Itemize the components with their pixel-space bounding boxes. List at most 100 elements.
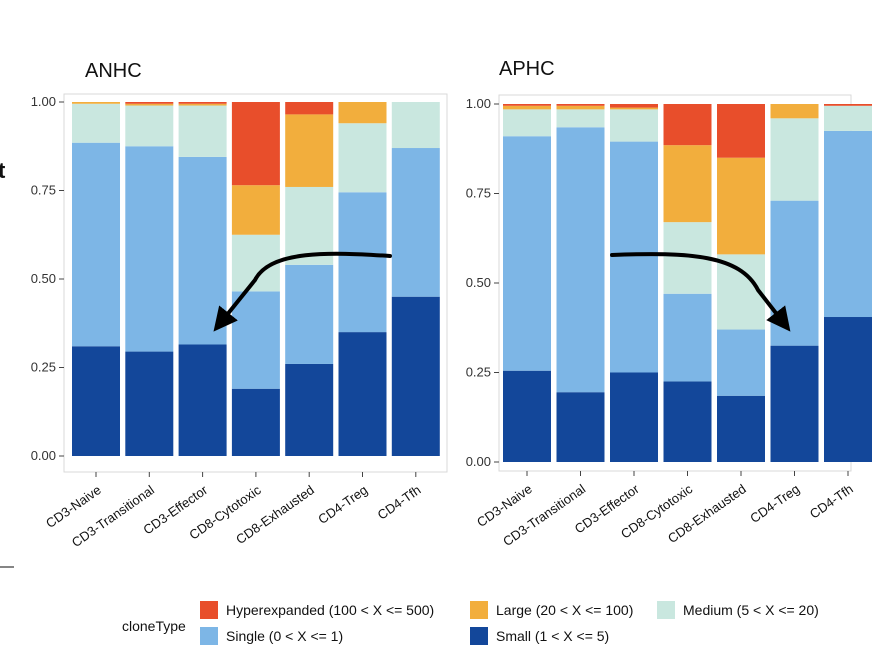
legend-item-hyperexpanded: Hyperexpanded (100 < X <= 500)	[200, 601, 434, 619]
bar-segment-cd8-exhausted-hyperexpanded	[285, 102, 334, 115]
bar-segment-cd8-cytotoxic-single	[663, 293, 712, 382]
bar-segment-cd8-exhausted-hyperexpanded	[717, 104, 765, 158]
legend-item-single: Single (0 < X <= 1)	[200, 627, 343, 645]
bar-segment-cd3-effector-single	[610, 141, 658, 373]
bar-segment-cd4-treg-large	[338, 102, 387, 124]
bar-segment-cd4-treg-small	[338, 332, 387, 456]
bar-segment-cd3-effector-medium	[610, 109, 658, 142]
bar-segment-cd4-tfh-hyperexpanded	[824, 104, 872, 106]
bar-segment-cd4-treg-large	[770, 104, 819, 119]
bar-segment-cd3-transitional-large	[556, 105, 605, 110]
bar-segment-cd3-naive-small	[72, 346, 120, 456]
legend-swatch	[200, 627, 218, 645]
bar-segment-cd3-transitional-small	[556, 392, 605, 462]
bar-segment-cd3-effector-large	[610, 107, 658, 110]
legend-label: Large (20 < X <= 100)	[496, 602, 633, 618]
bar-segment-cd3-transitional-hyperexpanded	[556, 104, 605, 106]
legend-item-small: Small (1 < X <= 5)	[470, 627, 609, 645]
x-tick-label-cd4-treg: CD4-Treg	[747, 481, 802, 526]
bar-segment-cd4-tfh-medium	[391, 102, 440, 149]
panel-title: APHC	[499, 58, 555, 80]
y-tick-label: 0.00	[31, 448, 56, 463]
legend-label: Hyperexpanded (100 < X <= 500)	[226, 602, 434, 618]
annotation-arrow	[610, 252, 791, 332]
bar-segment-cd4-tfh-single	[824, 130, 872, 318]
bar-segment-cd3-naive-large	[72, 102, 120, 104]
panel-title: ANHC	[85, 60, 142, 82]
bar-segment-cd8-cytotoxic-small	[231, 388, 280, 456]
legend-label: Medium (5 < X <= 20)	[683, 602, 819, 618]
legend-swatch	[657, 601, 675, 619]
legend-swatch	[470, 601, 488, 619]
bar-segment-cd8-exhausted-large	[285, 114, 334, 187]
bar-segment-cd4-tfh-single	[391, 148, 440, 297]
bar-segment-cd4-treg-medium	[338, 123, 387, 193]
y-tick-label: 1.00	[31, 94, 56, 109]
bar-segment-cd3-effector-small	[610, 372, 658, 462]
bar-segment-cd8-cytotoxic-hyperexpanded	[231, 102, 280, 186]
bar-segment-cd3-effector-large	[178, 103, 227, 106]
bar-segment-cd4-treg-single	[338, 192, 387, 333]
bar-segment-cd3-transitional-medium	[125, 105, 174, 147]
bar-segment-cd8-cytotoxic-small	[663, 381, 712, 462]
bar-segment-cd3-transitional-small	[125, 351, 174, 456]
bar-segment-cd3-naive-hyperexpanded	[503, 104, 551, 106]
bar-segment-cd8-exhausted-single	[285, 264, 334, 364]
bar-segment-cd4-treg-small	[770, 345, 819, 462]
legend-label: Small (1 < X <= 5)	[496, 628, 609, 644]
legend: cloneType Hyperexpanded (100 < X <= 500) L…	[122, 601, 819, 645]
y-tick-label: 1.00	[466, 96, 491, 111]
bar-segment-cd3-effector-medium	[178, 105, 227, 157]
bar-segment-cd3-effector-hyperexpanded	[178, 102, 227, 104]
bar-segment-cd8-exhausted-large	[717, 157, 765, 255]
bar-segment-cd3-effector-single	[178, 156, 227, 345]
bar-segment-cd8-cytotoxic-large	[663, 145, 712, 223]
bar-segment-cd3-naive-large	[503, 105, 551, 110]
legend-swatch	[200, 601, 218, 619]
bar-segment-cd8-exhausted-single	[717, 329, 765, 396]
x-tick-label-cd4-tfh: CD4-Tfh	[375, 482, 424, 522]
bar-segment-cd3-naive-medium	[503, 109, 551, 137]
cropped-y-axis-label: t	[0, 158, 6, 183]
bar-segment-cd4-tfh-medium	[824, 105, 872, 131]
annotation-arrow	[213, 251, 392, 332]
y-tick-label: 0.50	[466, 275, 491, 290]
x-tick-label-cd4-tfh: CD4-Tfh	[807, 481, 856, 521]
y-tick-label: 0.25	[466, 365, 491, 380]
legend-item-large: Large (20 < X <= 100)	[470, 601, 633, 619]
bar-segment-cd3-naive-medium	[72, 103, 120, 143]
bar-segment-cd3-naive-single	[72, 142, 120, 347]
y-tick-label: 0.75	[31, 183, 56, 198]
bar-segment-cd4-tfh-small	[391, 296, 440, 456]
bar-segment-cd8-exhausted-small	[285, 363, 334, 456]
bar-segment-cd8-cytotoxic-single	[231, 291, 280, 389]
bar-segment-cd8-exhausted-small	[717, 395, 765, 462]
legend-label: Single (0 < X <= 1)	[226, 628, 343, 644]
legend-title: cloneType	[122, 618, 186, 634]
bar-segment-cd3-transitional-single	[125, 146, 174, 352]
bar-segment-cd8-cytotoxic-large	[231, 185, 280, 235]
bar-segment-cd3-naive-small	[503, 370, 551, 462]
bar-segment-cd3-transitional-large	[125, 103, 174, 106]
legend-swatch	[470, 627, 488, 645]
panel-aphc: APHC0.000.250.500.751.00CD3-NaiveCD3-Tra…	[466, 58, 872, 549]
y-tick-label: 0.75	[466, 186, 491, 201]
legend-item-medium: Medium (5 < X <= 20)	[657, 601, 819, 619]
bar-segment-cd4-tfh-small	[824, 317, 872, 462]
bar-segment-cd8-exhausted-medium	[285, 186, 334, 265]
bar-segment-cd3-transitional-medium	[556, 109, 605, 128]
bar-segment-cd3-transitional-single	[556, 127, 605, 393]
bar-segment-cd4-treg-medium	[770, 118, 819, 201]
bar-segment-cd8-cytotoxic-hyperexpanded	[663, 104, 712, 146]
x-tick-label-cd4-treg: CD4-Treg	[315, 482, 370, 527]
bar-segment-cd4-treg-single	[770, 200, 819, 346]
y-tick-label: 0.00	[466, 454, 491, 469]
panel-anhc: ANHC0.000.250.500.751.00CD3-NaiveCD3-Tra…	[31, 60, 448, 550]
y-tick-label: 0.50	[31, 271, 56, 286]
bar-segment-cd3-effector-hyperexpanded	[610, 104, 658, 108]
bar-segment-cd3-transitional-hyperexpanded	[125, 102, 174, 104]
bar-segment-cd3-naive-single	[503, 136, 551, 371]
bar-segment-cd3-effector-small	[178, 344, 227, 456]
y-tick-label: 0.25	[31, 360, 56, 375]
